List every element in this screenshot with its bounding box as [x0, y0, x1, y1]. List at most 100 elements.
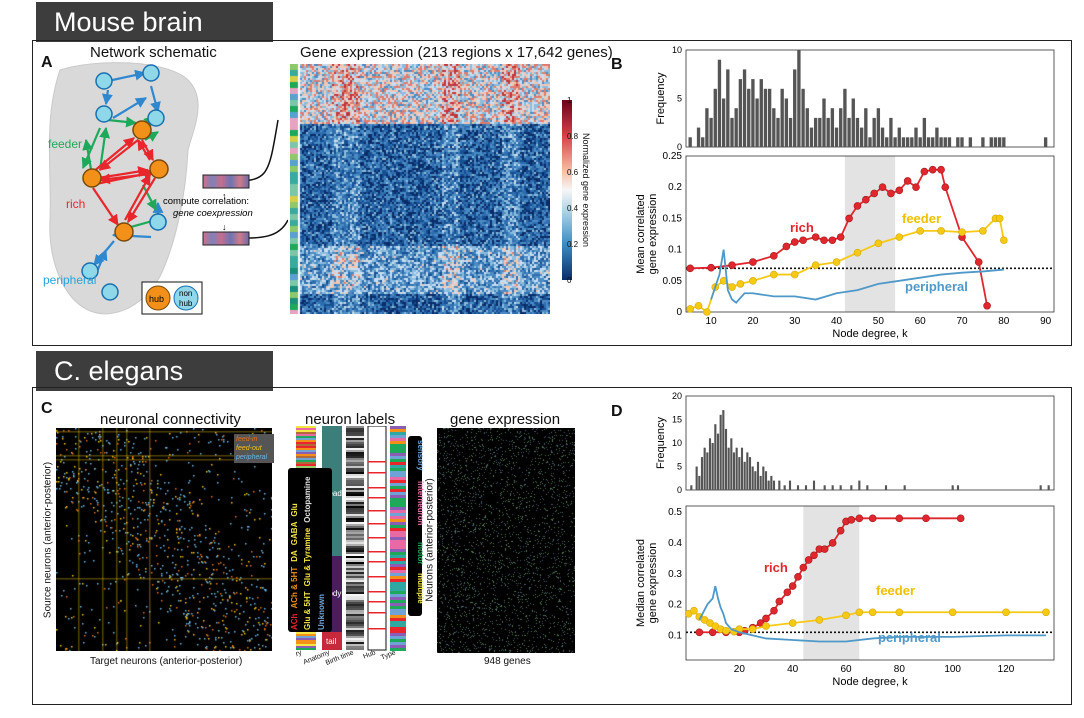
connectivity-matrix [56, 428, 272, 651]
birth-time-stripe [346, 636, 364, 638]
peripheral-line [710, 249, 1004, 304]
histogram-bar [797, 50, 801, 147]
line-ylabel-1: Mean correlated [635, 194, 647, 274]
birth-time-stripe [346, 566, 364, 568]
histogram-bar [716, 433, 720, 490]
histogram-bar [931, 137, 935, 147]
histogram-ytick: 10 [672, 45, 682, 55]
birth-time-stripe [346, 634, 364, 636]
birth-time-stripe [346, 504, 364, 506]
rich-point [770, 252, 778, 260]
label-column-name: Neurochemistry [296, 649, 303, 674]
neurochem-stripe [296, 636, 316, 638]
type-stripe [390, 480, 406, 483]
rich-point [895, 186, 904, 195]
type-stripe [390, 435, 406, 438]
birth-time-stripe [346, 502, 364, 504]
celegans-panel-frame [32, 387, 1072, 705]
line-ytick: 0.2 [668, 600, 682, 611]
feeder-point [728, 283, 736, 291]
histogram-bar [910, 137, 914, 147]
peripheral-line [698, 585, 1046, 643]
neurochem-stripe [296, 440, 316, 442]
line-ylabel-2: gene expression [647, 194, 659, 275]
histogram-bar [839, 108, 843, 147]
type-stripe [390, 597, 406, 600]
down-arrow-glyph: ↓ [222, 222, 227, 232]
type-stripe [390, 543, 406, 546]
histogram-bar [690, 485, 693, 490]
rich-point [903, 177, 912, 185]
legend-peripheral: peripheral [236, 454, 268, 461]
line-chart-frame [685, 155, 1055, 313]
birth-time-stripe [346, 466, 364, 468]
type-stripe [390, 447, 406, 450]
histogram-ylabel: Frequency [655, 72, 667, 124]
type-stripe [390, 564, 406, 567]
anatomy-body-label: body [324, 589, 341, 598]
birth-time-stripe [346, 448, 364, 450]
histogram-bar [780, 88, 784, 147]
histogram-bar [809, 127, 814, 147]
birth-time-stripe [346, 536, 364, 538]
histogram-bar [708, 438, 712, 490]
birth-time-stripe [346, 554, 364, 556]
expression-xlabel: 948 genes [484, 656, 531, 667]
neurochem-stripe [296, 432, 316, 434]
histogram-bar [880, 127, 885, 147]
histogram-ytick: 5 [677, 462, 682, 472]
type-stripe [390, 525, 406, 528]
histogram-bar [764, 471, 768, 490]
feeder-point [868, 608, 877, 617]
birth-time-stripe [346, 530, 364, 532]
rich-point [983, 301, 991, 310]
type-stripe [390, 633, 406, 636]
birth-time-stripe [346, 598, 364, 600]
neurochem-stripe [296, 646, 316, 648]
rich-point [887, 189, 895, 198]
histogram-bar [859, 127, 864, 147]
histogram-bar [772, 480, 776, 490]
histogram-bar [812, 480, 816, 490]
neurochem-stripe [296, 648, 316, 650]
rich-point [794, 573, 802, 581]
hub-marker [368, 612, 386, 614]
type-stripe [390, 591, 406, 594]
type-stripe [390, 540, 406, 543]
neurochem-stripe [296, 430, 316, 432]
birth-time-stripe [346, 574, 364, 576]
birth-time-stripe [346, 610, 364, 612]
birth-time-stripe [346, 604, 364, 606]
rich-point [686, 264, 694, 273]
birth-time-stripe [346, 538, 364, 540]
neurochem-stripe [296, 642, 316, 644]
histogram-bar [721, 98, 726, 147]
type-stripe [390, 432, 406, 435]
type-stripe [390, 465, 406, 468]
birth-time-stripe [346, 544, 364, 546]
birth-time-stripe [346, 524, 364, 526]
line-ytick: 0.05 [663, 276, 683, 287]
hub-marker [368, 510, 386, 512]
type-stripe [390, 468, 406, 471]
type-stripe [390, 450, 406, 453]
feeder-point [770, 270, 778, 279]
mouse-panel-frame [32, 40, 1072, 346]
histogram-bar [858, 480, 861, 490]
type-stripe [390, 609, 406, 612]
birth-time-stripe [346, 440, 364, 442]
anatomy-tail-label: tail [326, 637, 336, 646]
rich-point [799, 236, 807, 245]
feeder-point [788, 619, 797, 627]
connectivity-title: neuronal connectivity [100, 411, 241, 428]
birth-time-stripe [346, 626, 364, 628]
histogram-bar [740, 447, 744, 490]
rich-point [804, 556, 813, 564]
birth-time-stripe [346, 576, 364, 578]
histogram-bar [868, 137, 872, 147]
rich-point [783, 588, 792, 597]
section-title-mouse: Mouse brain [54, 7, 203, 37]
histogram-bar [759, 475, 762, 490]
birth-time-stripe [346, 514, 364, 516]
